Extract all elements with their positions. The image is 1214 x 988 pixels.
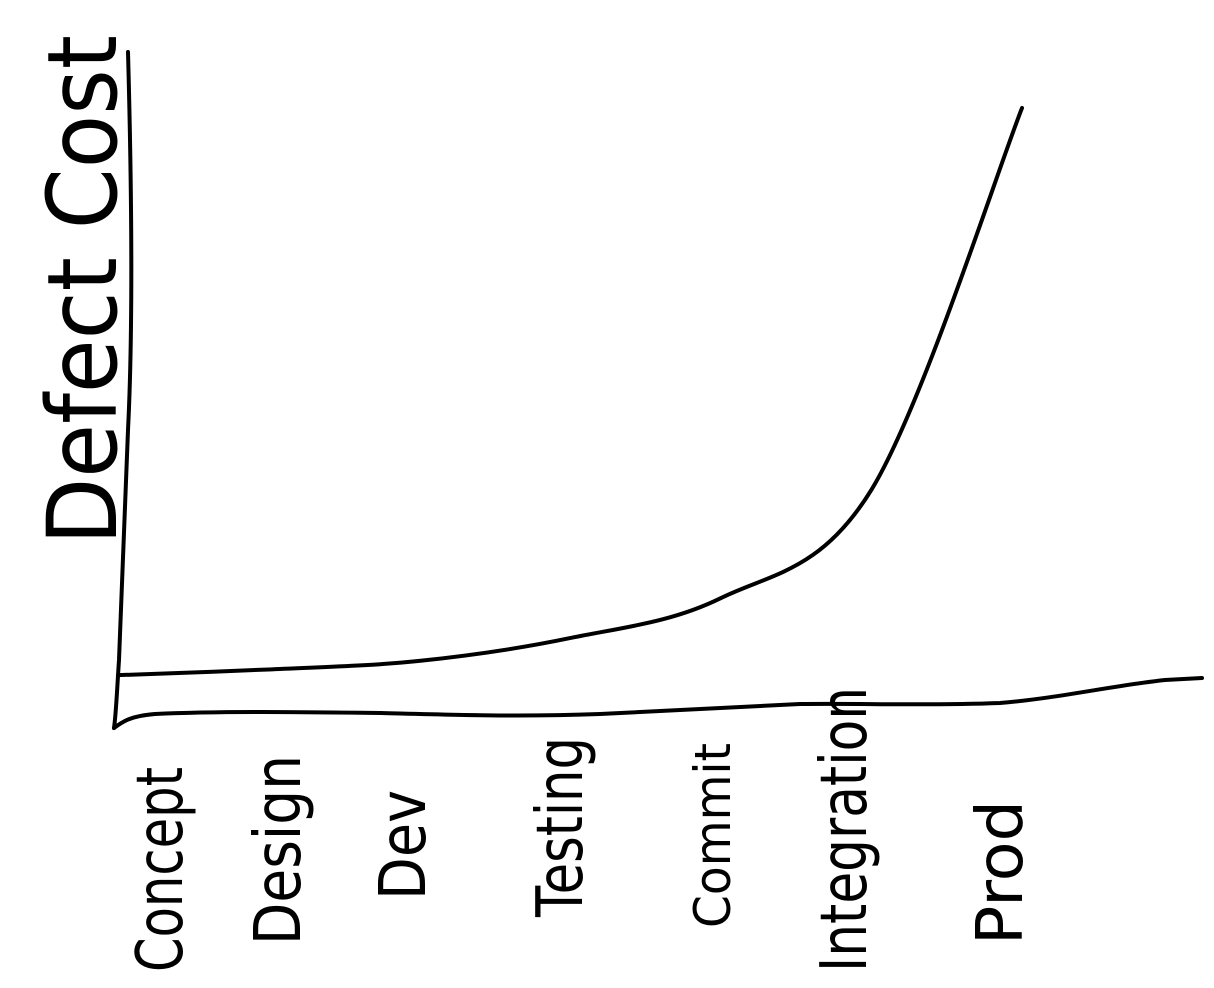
x-tick-label-design: Design: [242, 755, 316, 945]
data-point-design: [267, 667, 271, 671]
x-tick-label-concept: Concept: [124, 767, 198, 972]
data-point-concept: [116, 673, 120, 677]
data-point-testing: [568, 636, 572, 640]
x-tick-label-integration: Integration: [808, 687, 882, 972]
axes: [112, 50, 1204, 730]
labels: Defect Cost Concept Design Dev Testing Commit…: [27, 35, 1038, 972]
x-tick-label-commit: Commit: [684, 743, 742, 928]
x-axis: [112, 676, 1204, 730]
data-point-integration: [869, 488, 873, 492]
plot-area: [116, 106, 1024, 678]
data-point-commit: [719, 596, 723, 600]
data-point-dev: [417, 659, 421, 663]
x-tick-label-testing: Testing: [524, 737, 598, 918]
x-tick-label-prod: Prod: [964, 800, 1038, 945]
data-point-prod: [1020, 106, 1024, 110]
x-tick-label-dev: Dev: [367, 790, 441, 900]
series-line: [116, 106, 1024, 678]
y-axis-label: Defect Cost: [27, 35, 139, 545]
